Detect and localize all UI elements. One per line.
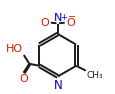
- Text: O: O: [40, 18, 49, 28]
- Text: O: O: [66, 18, 74, 28]
- Text: +: +: [59, 13, 66, 22]
- Text: O: O: [19, 74, 28, 84]
- Text: CH₃: CH₃: [85, 71, 102, 80]
- Text: −: −: [68, 12, 76, 22]
- Text: N: N: [53, 79, 62, 92]
- Text: HO: HO: [6, 44, 23, 54]
- Text: N: N: [53, 13, 61, 24]
